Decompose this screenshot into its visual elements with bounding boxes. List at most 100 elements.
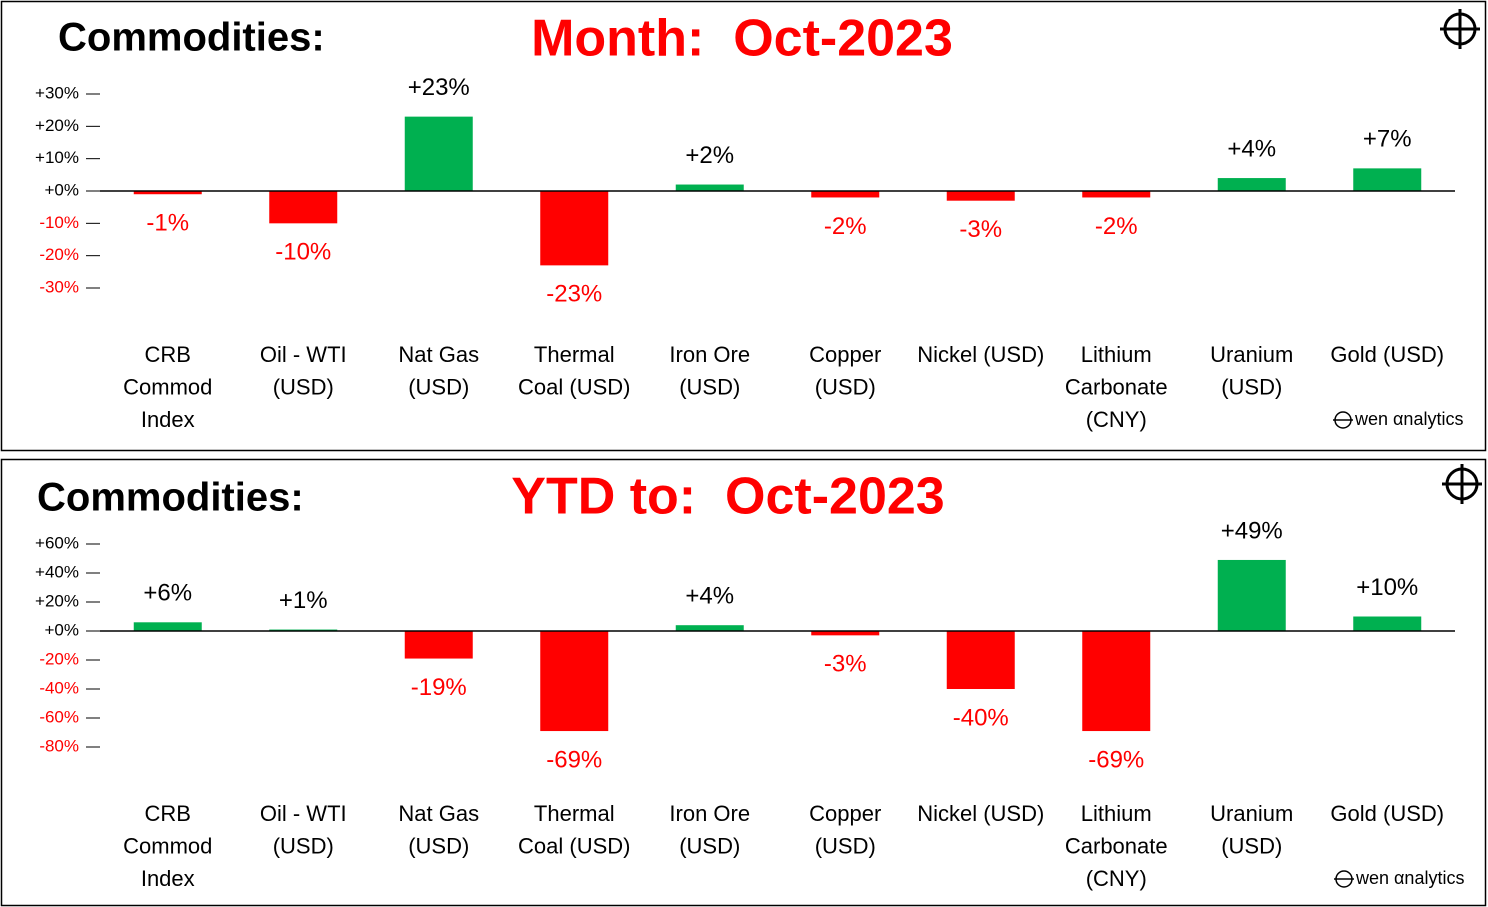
bar [1082,191,1151,198]
value-label: -69% [1088,746,1144,773]
chart-title: Commodities: [58,16,325,60]
chart-subtitle: YTD to: Oct-2023 [511,468,944,526]
bar [1217,178,1286,191]
x-tick-label: Oil - WTI [260,342,347,367]
logo-icon [1442,464,1482,504]
value-label: +1% [279,587,328,614]
x-tick-label: (CNY) [1086,407,1147,432]
value-label: +49% [1221,517,1283,544]
x-tick-label: (USD) [273,833,334,858]
x-tick-label: (USD) [1221,833,1282,858]
panel-border [0,458,1487,907]
bar [540,631,609,732]
y-tick-label: +20% [35,591,79,610]
bar [1353,168,1422,191]
x-tick-label: Nickel (USD) [917,801,1044,826]
logo-icon [1440,9,1480,49]
value-label: +10% [1356,574,1418,601]
bar [540,191,609,266]
x-tick-label: Nat Gas [398,801,479,826]
y-tick-label: -30% [39,277,79,296]
y-tick-label: -60% [39,707,79,726]
x-tick-label: (USD) [1221,374,1282,399]
x-tick-label: Commod [123,833,212,858]
y-tick-label: +0% [45,180,80,199]
x-tick-label: Index [141,866,195,891]
x-tick-label: (USD) [679,374,740,399]
value-label: -19% [411,674,467,701]
y-tick-label: -10% [39,213,79,232]
x-tick-label: (USD) [408,833,469,858]
value-label: -23% [546,281,602,308]
x-tick-label: Uranium [1210,342,1293,367]
x-tick-label: Lithium [1081,342,1152,367]
x-tick-label: Thermal [534,801,615,826]
x-tick-label: Copper [809,801,881,826]
y-tick-label: +0% [45,620,80,639]
watermark: wen αnalytics [1355,868,1464,888]
bar [811,191,880,198]
x-tick-label: Thermal [534,342,615,367]
x-tick-label: Coal (USD) [518,374,630,399]
value-label: +23% [408,74,470,101]
value-label: -1% [146,210,189,237]
x-tick-label: Index [141,407,195,432]
bar [133,622,202,631]
x-tick-label: Lithium [1081,801,1152,826]
y-tick-label: -20% [39,649,79,668]
bar [1353,616,1422,631]
x-tick-label: Nickel (USD) [917,342,1044,367]
value-label: -3% [824,651,867,678]
x-tick-label: Gold (USD) [1330,342,1444,367]
panel-border [0,0,1487,452]
value-label: +2% [685,142,734,169]
x-tick-label: Oil - WTI [260,801,347,826]
x-tick-label: (USD) [408,374,469,399]
y-tick-label: +30% [35,83,79,102]
x-tick-label: (USD) [815,833,876,858]
y-tick-label: +20% [35,116,79,135]
x-tick-label: Commod [123,374,212,399]
chart-title: Commodities: [37,476,304,520]
y-tick-label: -80% [39,736,79,755]
bar [675,184,744,191]
x-tick-label: Copper [809,342,881,367]
x-tick-label: Iron Ore [669,342,750,367]
bar [269,191,338,224]
x-tick-label: Carbonate [1065,374,1168,399]
value-label: -69% [546,746,602,773]
value-label: +4% [1227,135,1276,162]
bar [404,116,473,191]
value-label: -40% [953,704,1009,731]
chart-subtitle: Month: Oct-2023 [531,10,953,68]
x-tick-label: CRB [145,342,191,367]
x-tick-label: (USD) [679,833,740,858]
x-tick-label: Gold (USD) [1330,801,1444,826]
x-tick-label: Uranium [1210,801,1293,826]
value-label: +6% [143,580,192,607]
bar [133,191,202,195]
x-tick-label: Coal (USD) [518,833,630,858]
bar [1082,631,1151,732]
value-label: +4% [685,583,734,610]
bar [675,625,744,631]
value-label: -10% [275,239,331,266]
x-tick-label: CRB [145,801,191,826]
value-label: -2% [824,213,867,240]
x-tick-label: (USD) [273,374,334,399]
value-label: -2% [1095,213,1138,240]
x-tick-label: Nat Gas [398,342,479,367]
x-tick-label: Carbonate [1065,833,1168,858]
bar [811,631,880,636]
x-tick-label: (CNY) [1086,866,1147,891]
watermark: wen αnalytics [1354,409,1463,429]
y-tick-label: +60% [35,533,79,552]
value-label: -3% [959,216,1002,243]
x-tick-label: Iron Ore [669,801,750,826]
y-tick-label: +40% [35,562,79,581]
bar [404,631,473,659]
y-tick-label: -20% [39,245,79,264]
value-label: +7% [1363,126,1412,153]
